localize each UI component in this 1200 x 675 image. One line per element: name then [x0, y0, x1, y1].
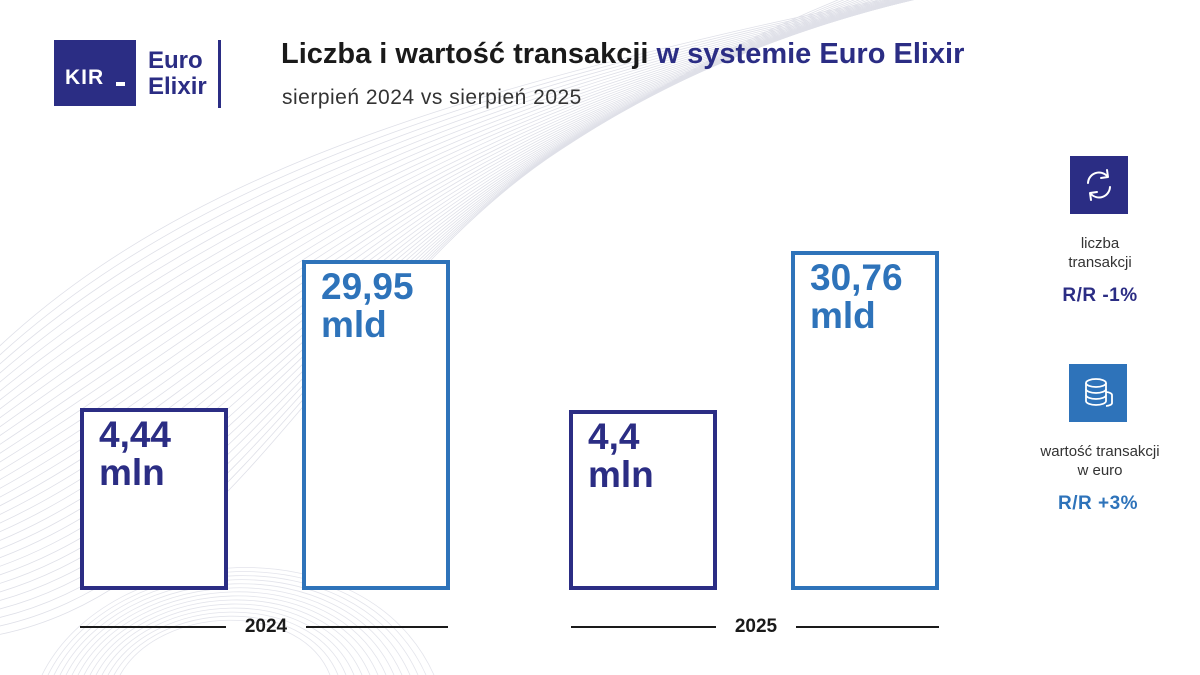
refresh-arrows-icon	[1070, 156, 1128, 214]
bar-value-value-2025: 30,76	[810, 257, 903, 298]
background-wave-line	[0, 0, 912, 472]
background-wave-line	[0, 0, 911, 481]
bar-value-count-2024: 4,44	[99, 414, 172, 455]
bar-value-count-2025: 4,4	[588, 416, 640, 457]
background-contour-line	[95, 603, 363, 675]
legend-count-line1: liczba	[1080, 235, 1120, 252]
year-axis-line-2025-left	[571, 626, 716, 628]
background-wave-line	[0, 0, 909, 489]
background-contour-line	[101, 607, 355, 675]
background-wave-line	[0, 0, 915, 437]
bar-label-count-2024: 4,44 mln	[99, 416, 171, 492]
background-contour-line	[65, 583, 403, 675]
chart-title: Liczba i wartość transakcji w systemie E…	[281, 38, 964, 71]
background-contour-line	[83, 595, 379, 675]
bar-label-value-2025: 30,76 mld	[810, 259, 903, 335]
background-wave-line	[0, 0, 900, 374]
legend-value-label: wartość transakcji w euro	[1020, 442, 1180, 480]
logo-euro-text: Euro	[148, 47, 203, 74]
year-axis-line-2025-right	[796, 626, 939, 628]
legend-count-label: liczba transakcji	[1040, 234, 1160, 272]
background-wave-line	[0, 0, 914, 428]
background-contour-line	[89, 599, 371, 675]
background-wave-line	[0, 0, 907, 392]
year-axis-line-2024-right	[306, 626, 448, 628]
legend-count-yoy: R/R -1%	[1062, 285, 1138, 306]
legend-value-yoy: R/R +3%	[1057, 493, 1139, 514]
background-wave-line	[0, 0, 913, 463]
coin-stack-icon	[1069, 364, 1127, 422]
kir-euro-elixir-logo: KIR Euro Elixir	[54, 40, 224, 108]
background-contour-line	[107, 611, 347, 675]
background-contour-line	[41, 567, 435, 675]
logo-kir-text: KIR	[65, 66, 105, 89]
background-wave-line	[0, 0, 904, 383]
bar-unit-value-2025: mld	[810, 295, 876, 336]
bar-count-2024: 4,44 mln	[80, 408, 228, 590]
logo-elixir-text: Elixir	[148, 73, 207, 100]
background-wave-line	[0, 0, 896, 365]
year-label-2024: 2024	[244, 616, 288, 637]
background-contour-line	[119, 619, 331, 675]
background-wave-line	[0, 0, 910, 401]
background-wave-line	[0, 0, 913, 419]
bar-label-value-2024: 29,95 mld	[321, 268, 414, 344]
bar-unit-count-2025: mln	[588, 454, 654, 495]
background-wave-line	[0, 0, 914, 454]
legend-value-line1: wartość transakcji	[1040, 443, 1160, 460]
title-accent: w systemie Euro Elixir	[656, 38, 965, 70]
background-wave-line	[0, 0, 906, 498]
background-wave-line	[0, 0, 891, 356]
bar-value-2025: 30,76 mld	[791, 251, 939, 590]
background-contour-line	[53, 575, 419, 675]
legend-value-line2: w euro	[1077, 462, 1123, 479]
bar-count-2025: 4,4 mln	[569, 410, 717, 590]
background-contour-line	[47, 571, 427, 675]
bar-label-count-2025: 4,4 mln	[588, 418, 654, 494]
background-wave-line	[0, 0, 912, 410]
legend-count-line2: transakcji	[1068, 254, 1132, 271]
background-contour-line	[77, 591, 387, 675]
logo-dash	[116, 82, 125, 86]
year-axis-line-2024-left	[80, 626, 226, 628]
bar-value-value-2024: 29,95	[321, 266, 414, 307]
background-contour-line	[71, 587, 395, 675]
background-wave-line	[0, 0, 914, 445]
chart-subtitle: sierpień 2024 vs sierpień 2025	[282, 86, 582, 109]
kir-logo-box: KIR	[54, 40, 136, 106]
background-wave-line	[0, 0, 885, 347]
logo-divider	[218, 40, 221, 108]
year-label-2025: 2025	[734, 616, 778, 637]
background-contour-line	[113, 615, 339, 675]
bar-unit-count-2024: mln	[99, 452, 165, 493]
bar-unit-value-2024: mld	[321, 304, 387, 345]
bar-value-2024: 29,95 mld	[302, 260, 450, 590]
title-main: Liczba i wartość transakcji	[281, 38, 649, 70]
